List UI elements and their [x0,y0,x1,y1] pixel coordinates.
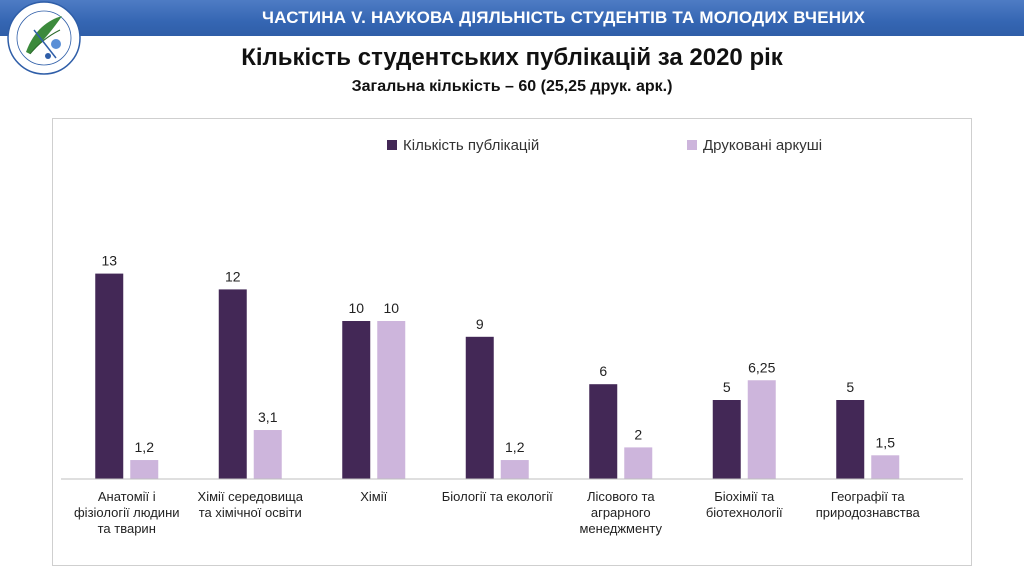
bar [712,400,741,479]
category-label: Хімії середовища та хімічної освіти [198,489,304,520]
university-emblem-icon [7,1,81,75]
bar [377,321,406,479]
bar [871,455,900,479]
data-label: 1,2 [505,439,525,455]
bar [253,430,282,479]
section-banner: ЧАСТИНА V. НАУКОВА ДІЯЛЬНІСТЬ СТУДЕНТІВ … [0,0,1024,36]
data-label: 2 [634,426,642,442]
chart-subtitle: Загальна кількість – 60 (25,25 друк. арк… [351,78,673,95]
bar [624,447,653,479]
category-label: Анатомії і фізіології людини та тварин [74,489,180,536]
bar-chart: Кількість публікацій Друковані аркуші 13 1,… [61,137,963,536]
chart-area: Кількість публікацій Друковані аркуші 13 1,… [52,118,972,566]
data-label: 9 [476,316,484,332]
data-label: 10 [383,300,399,316]
data-label: 5 [846,379,854,395]
category-label: Географії та природознавства [816,489,921,520]
data-label: 12 [225,268,241,284]
legend-label: Кількість публікацій [403,137,539,154]
data-label: 1,2 [135,439,155,455]
bar [500,460,529,479]
data-label: 1,5 [876,434,896,450]
bar [465,336,494,479]
data-label: 6,25 [748,359,775,375]
bar [836,400,865,479]
legend-swatch [387,140,397,150]
data-label: 3,1 [258,409,278,425]
bar [589,384,618,479]
data-label: 10 [348,300,364,316]
bar [342,321,371,479]
legend-label: Друковані аркуші [703,137,822,154]
category-label: Біології та екології [442,489,553,504]
data-label: 13 [101,253,117,269]
legend-swatch [687,140,697,150]
bar [218,289,247,479]
section-banner-text: ЧАСТИНА V. НАУКОВА ДІЯЛЬНІСТЬ СТУДЕНТІВ … [262,8,866,27]
category-label: Лісового та аграрного менеджменту [579,489,662,536]
bar [130,460,159,479]
category-label: Біохімії та біотехнології [706,489,783,520]
category-label: Хімії [360,489,387,504]
chart-title: Кількість студентських публікацій за 202… [241,44,783,71]
data-label: 6 [599,363,607,379]
data-label: 5 [723,379,731,395]
bar [747,380,776,479]
bar [95,273,124,479]
